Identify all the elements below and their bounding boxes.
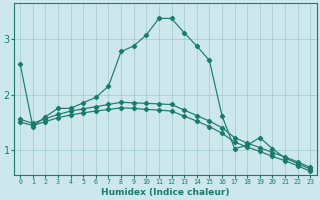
- X-axis label: Humidex (Indice chaleur): Humidex (Indice chaleur): [101, 188, 229, 197]
